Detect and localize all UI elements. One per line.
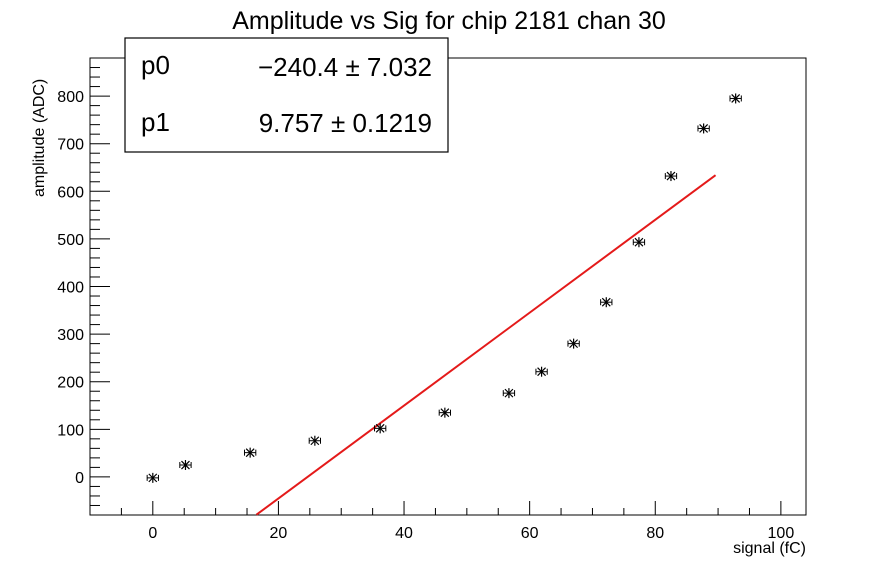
data-points: [146, 93, 742, 483]
data-point: [374, 423, 387, 434]
y-tick-label: 600: [57, 184, 84, 201]
star-marker: [375, 423, 385, 433]
y-axis-title: amplitude (ADC): [31, 79, 48, 197]
data-point: [729, 93, 742, 104]
y-tick-label: 0: [75, 470, 84, 487]
fit-stats-box: p0 −240.4 ± 7.032 p1 9.757 ± 0.1219: [124, 37, 449, 153]
y-tick-label: 800: [57, 89, 84, 106]
data-point: [697, 123, 710, 134]
data-point: [179, 460, 192, 471]
y-tick-label: 400: [57, 280, 84, 297]
star-marker: [731, 94, 741, 103]
x-axis: 0 20 40 60 80 100: [89, 501, 795, 542]
fit-line-group: [255, 174, 717, 516]
y-tick-label: 200: [57, 375, 84, 392]
data-point: [502, 388, 516, 399]
y-tick-label: 100: [57, 422, 84, 439]
star-marker: [148, 473, 158, 483]
data-point: [438, 407, 452, 418]
x-tick-label: 0: [148, 525, 157, 542]
star-marker: [666, 171, 676, 181]
star-marker: [504, 388, 514, 398]
stats-p0-name: p0: [141, 50, 170, 80]
stats-p0-value: −240.4 ± 7.032: [258, 52, 432, 82]
star-marker: [601, 297, 611, 307]
x-axis-title: signal (fC): [733, 540, 806, 557]
y-tick-label: 500: [57, 232, 84, 249]
data-point: [567, 338, 580, 349]
chart-title: Amplitude vs Sig for chip 2181 chan 30: [232, 7, 666, 35]
stats-p1-value: 9.757 ± 0.1219: [259, 108, 432, 138]
star-marker: [699, 124, 709, 133]
stats-box-border: [124, 37, 449, 153]
data-point: [146, 472, 159, 483]
star-marker: [634, 237, 644, 247]
star-marker: [310, 436, 320, 446]
x-tick-label: 100: [768, 525, 795, 542]
y-tick-label: 300: [57, 327, 84, 344]
fit-line: [255, 174, 717, 516]
data-point: [632, 237, 646, 248]
data-point: [244, 447, 257, 458]
star-marker: [181, 460, 190, 470]
y-axis: 0 100 200 300 400 500 600 700 800: [57, 57, 110, 516]
data-point: [535, 366, 548, 377]
stats-p1-name: p1: [141, 107, 170, 137]
x-tick-label: 20: [270, 525, 288, 542]
x-tick-label: 80: [646, 525, 664, 542]
star-marker: [537, 367, 547, 377]
x-tick-label: 60: [521, 525, 539, 542]
x-tick-label: 40: [395, 525, 413, 542]
y-tick-label: 700: [57, 137, 84, 154]
star-marker: [569, 339, 579, 349]
star-marker: [440, 408, 450, 418]
star-marker: [245, 448, 255, 458]
data-point: [664, 171, 678, 182]
data-point: [600, 297, 613, 308]
data-point: [308, 435, 322, 446]
